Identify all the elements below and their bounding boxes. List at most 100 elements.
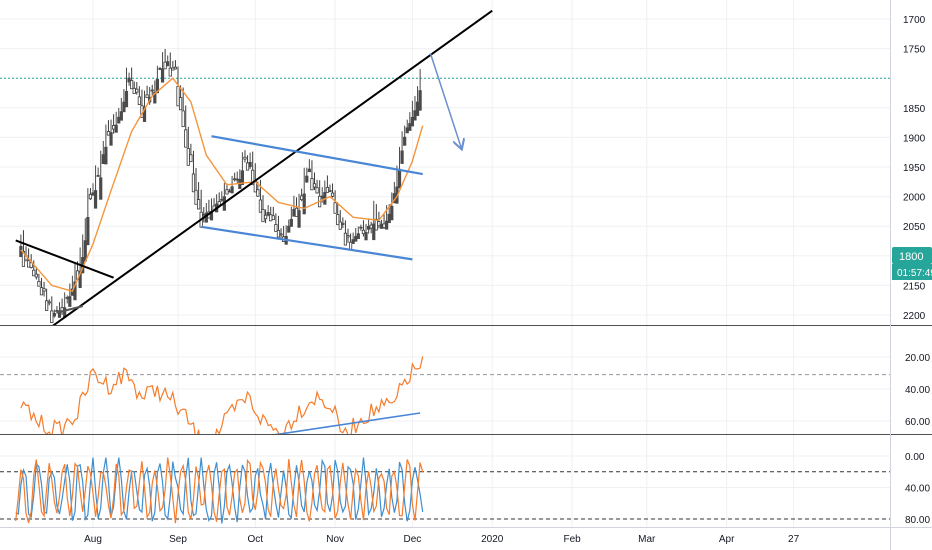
oscillator-1-panel[interactable] [0, 356, 890, 451]
y-axis-osc1[interactable]: 20.00 40.00 60.00 [905, 353, 930, 428]
candle-body [124, 90, 129, 108]
candle-body [387, 213, 391, 224]
candle-29 [93, 165, 98, 209]
candle-129 [351, 232, 355, 244]
candle-48 [142, 90, 147, 122]
candle-body [274, 224, 278, 232]
candle-5 [32, 260, 36, 277]
candle-body [271, 215, 275, 220]
candle-body [135, 88, 139, 93]
candle-body [160, 68, 165, 83]
candle-136 [369, 221, 373, 234]
x-axis[interactable]: Aug Sep Oct Nov Dec 2020 Feb Mar Apr 27 [84, 534, 800, 545]
candle-1 [21, 230, 26, 267]
candle-body [52, 313, 56, 317]
candle-body [377, 221, 381, 227]
candle-body [292, 209, 296, 217]
candle-body [191, 173, 196, 193]
candle-108 [297, 193, 301, 228]
candle-body [50, 310, 54, 324]
candle-34 [106, 120, 111, 136]
candle-body [127, 77, 131, 83]
candle-body [330, 192, 335, 197]
candle-81 [227, 188, 232, 193]
candle-body [166, 61, 170, 67]
candle-body [243, 156, 247, 160]
y-tick-osc1-1: 40.00 [905, 385, 930, 396]
y-tick-price-0: 1700 [903, 15, 926, 26]
last-price-value: 1800 [899, 251, 923, 263]
candle-152 [410, 100, 414, 127]
x-tick-4: Dec [403, 534, 421, 545]
candle-39 [119, 97, 123, 121]
candle-134 [364, 223, 368, 241]
candle-125 [341, 217, 345, 229]
candle-103 [284, 225, 288, 245]
candle-body [279, 233, 283, 236]
osc1-band-lines [0, 374, 890, 376]
candle-body [405, 127, 409, 134]
x-tick-3: Nov [326, 534, 344, 545]
candle-104 [287, 219, 291, 233]
candles [19, 48, 422, 324]
candle-135 [367, 218, 371, 234]
candle-body [47, 301, 51, 304]
descending-trendline [52, 9, 493, 325]
candle-body [325, 187, 329, 193]
candle-58 [168, 52, 172, 77]
candle-body [34, 273, 38, 278]
candle-17 [63, 292, 67, 318]
candle-144 [390, 192, 394, 221]
oscillator-2-panel[interactable] [0, 457, 890, 524]
candle-72 [204, 203, 208, 223]
candle-67 [191, 150, 196, 193]
candle-137 [372, 200, 376, 241]
candle-149 [403, 125, 407, 146]
candle-body [397, 168, 402, 189]
candle-body [248, 161, 252, 168]
candle-body [189, 154, 193, 163]
candle-body [122, 101, 126, 113]
candle-33 [104, 124, 108, 165]
candle-body [233, 178, 237, 181]
candle-body [307, 168, 311, 173]
candle-97 [269, 206, 273, 222]
candle-body [258, 199, 263, 213]
candle-0 [19, 234, 23, 258]
candle-body [32, 269, 36, 277]
y-tick-price-4: 1900 [903, 133, 926, 144]
candle-155 [418, 68, 422, 111]
y-axis-osc2[interactable]: 0.00 40.00 80.00 [905, 452, 930, 526]
candle-body [385, 220, 389, 230]
candle-body [99, 177, 103, 200]
candle-13 [52, 309, 56, 318]
candle-body [217, 201, 221, 206]
candle-35 [109, 119, 113, 146]
candle-body [57, 310, 62, 318]
candle-151 [408, 112, 412, 131]
candle-150 [405, 119, 409, 134]
candle-46 [137, 86, 141, 105]
y-tick-price-3: 1850 [903, 104, 926, 115]
y-tick-osc2-1: 40.00 [905, 484, 930, 495]
candle-body [415, 101, 420, 116]
candle-30 [96, 167, 100, 177]
candle-body [263, 214, 268, 220]
candle-113 [310, 160, 314, 191]
candle-87 [243, 150, 247, 163]
candle-body [130, 80, 134, 90]
candle-96 [266, 205, 270, 217]
price-panel[interactable] [0, 9, 890, 334]
candle-body [145, 94, 149, 98]
candle-body [202, 214, 206, 217]
candle-31 [99, 150, 103, 200]
target-arrow [429, 53, 461, 148]
candle-55 [160, 52, 165, 83]
candle-138 [374, 204, 378, 231]
candle-body [45, 300, 49, 311]
channel-lower-line [211, 135, 423, 176]
candle-body [194, 189, 198, 205]
candle-28 [91, 183, 95, 196]
candle-105 [289, 206, 293, 227]
